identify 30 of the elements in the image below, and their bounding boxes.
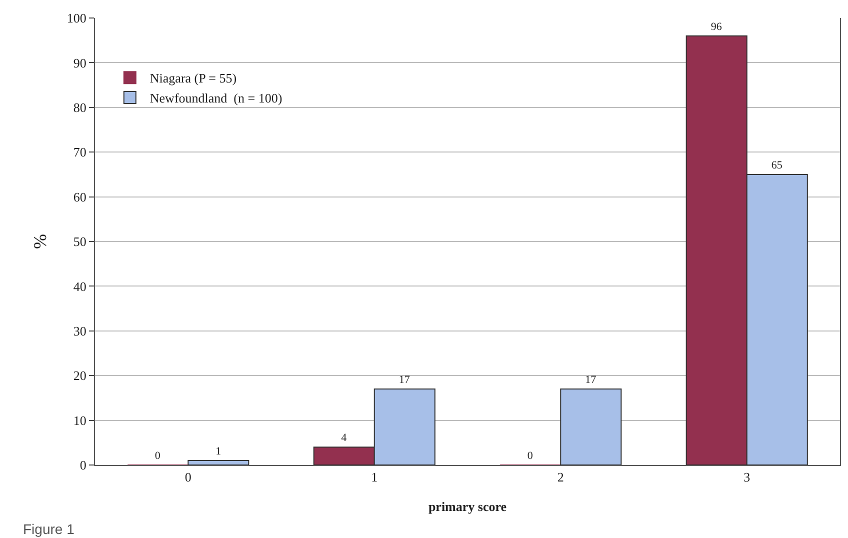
data-label: 0 bbox=[527, 450, 534, 462]
y-tick-label: 30 bbox=[73, 323, 86, 338]
data-label: 4 bbox=[341, 432, 348, 444]
y-axis-title: % bbox=[30, 234, 50, 249]
y-tick-label: 60 bbox=[73, 189, 86, 204]
bar bbox=[560, 388, 622, 465]
data-label: 96 bbox=[710, 20, 722, 33]
legend-label: Newfoundland (n = 100) bbox=[150, 90, 282, 106]
y-tick-label: 100 bbox=[66, 10, 86, 26]
legend-label: Niagara (P = 55) bbox=[150, 70, 237, 86]
data-label: 1 bbox=[216, 446, 222, 458]
x-tick-label: 3 bbox=[744, 470, 750, 485]
data-label: 65 bbox=[771, 159, 783, 172]
x-axis-title: primary score bbox=[428, 499, 507, 514]
x-tick-label: 2 bbox=[557, 470, 564, 485]
x-tick-label: 0 bbox=[184, 470, 192, 485]
y-tick-label: 10 bbox=[73, 412, 86, 428]
y-tick-label: 0 bbox=[80, 458, 86, 473]
data-label: 17 bbox=[585, 374, 597, 386]
y-tick-label: 50 bbox=[73, 234, 86, 250]
y-tick-label: 70 bbox=[73, 144, 86, 160]
y-tick-label: 90 bbox=[73, 55, 86, 70]
y-tick-label: 40 bbox=[73, 278, 86, 294]
y-tick-label: 20 bbox=[73, 368, 86, 384]
x-tick-label: 1 bbox=[371, 470, 378, 485]
y-tick-label: 80 bbox=[73, 100, 86, 115]
data-label: 17 bbox=[398, 374, 410, 386]
bar bbox=[188, 460, 250, 465]
caption: Figure 1 bbox=[23, 521, 75, 537]
data-label: 0 bbox=[154, 450, 161, 462]
